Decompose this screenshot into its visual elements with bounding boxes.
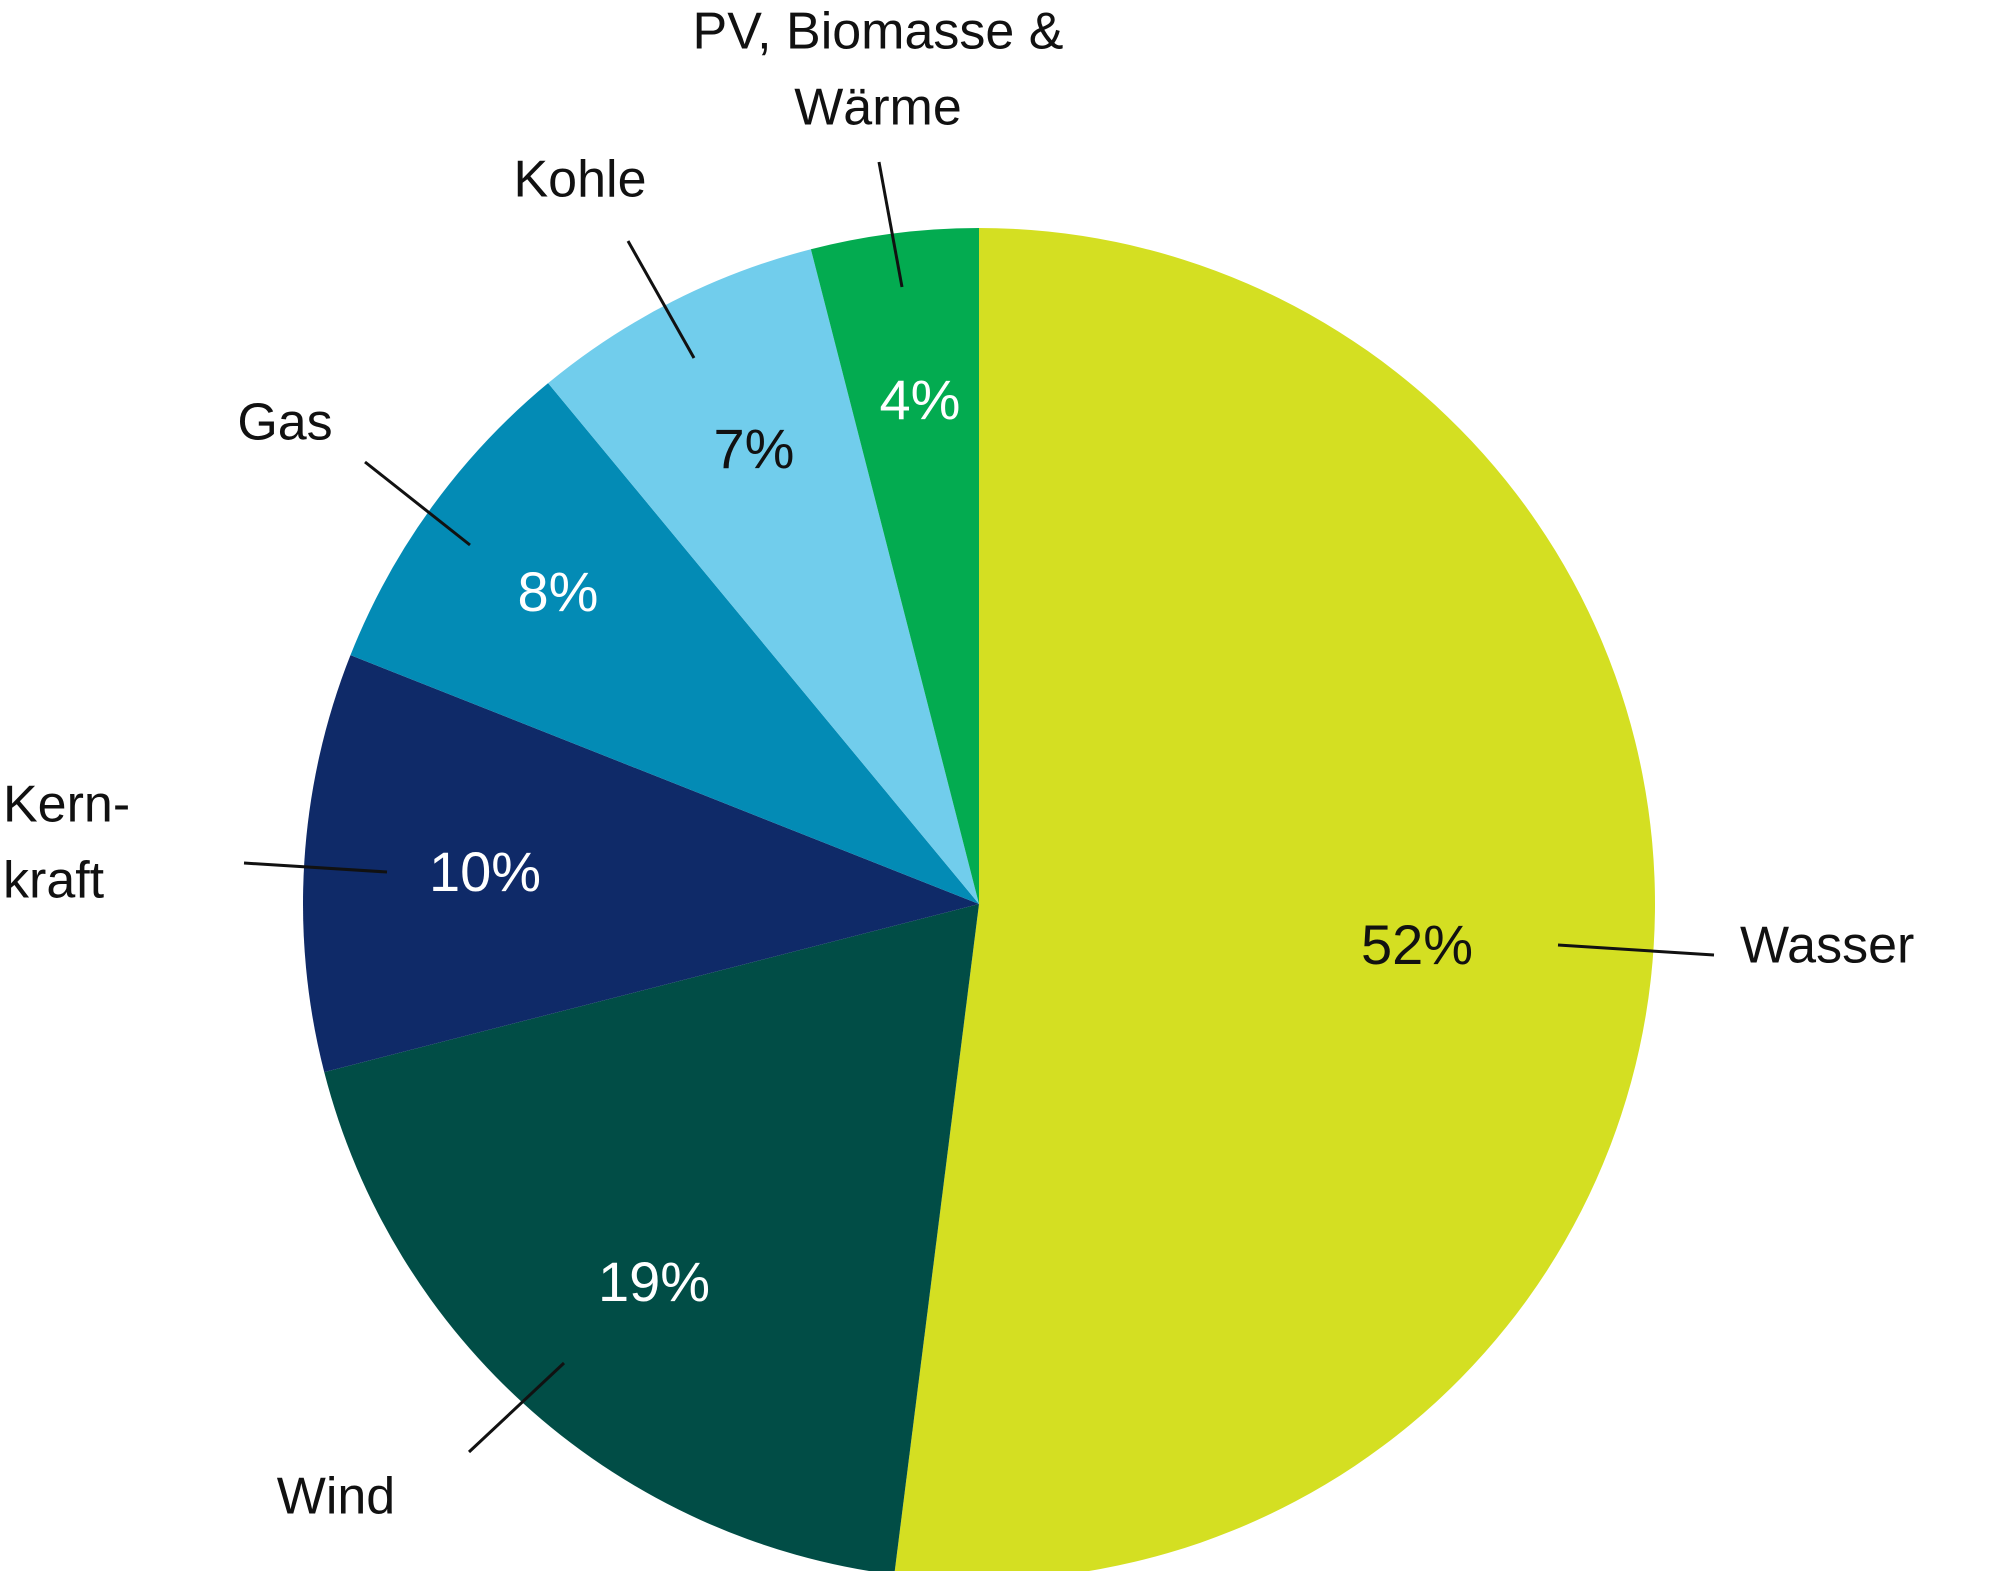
category-label: Wasser (1740, 917, 1914, 975)
pie-slice (894, 228, 1655, 1571)
category-label: PV, Biomasse & (693, 3, 1064, 61)
pie-slice (303, 655, 979, 1073)
pie-slice (324, 904, 979, 1571)
value-label: 7% (714, 417, 795, 480)
leader-line (877, 161, 904, 288)
value-label: 4% (880, 368, 961, 431)
value-label: 10% (429, 840, 541, 903)
category-label: Wind (277, 1468, 395, 1526)
leader-line (364, 460, 471, 547)
category-label: Wärme (794, 79, 962, 137)
value-label: 8% (518, 560, 599, 623)
leader-line (467, 1361, 566, 1454)
category-label: Gas (237, 394, 332, 452)
pie-slice (350, 383, 980, 904)
category-label: Kohle (514, 151, 647, 209)
pie-slice (548, 249, 979, 904)
leader-line (1557, 943, 1715, 957)
value-label: 19% (598, 1250, 710, 1313)
leader-line (243, 861, 388, 874)
pie-slice (810, 228, 979, 904)
category-label: kraft (3, 852, 105, 910)
category-label: Kern- (3, 776, 130, 834)
leader-line (626, 240, 696, 359)
value-label: 52% (1361, 913, 1473, 976)
